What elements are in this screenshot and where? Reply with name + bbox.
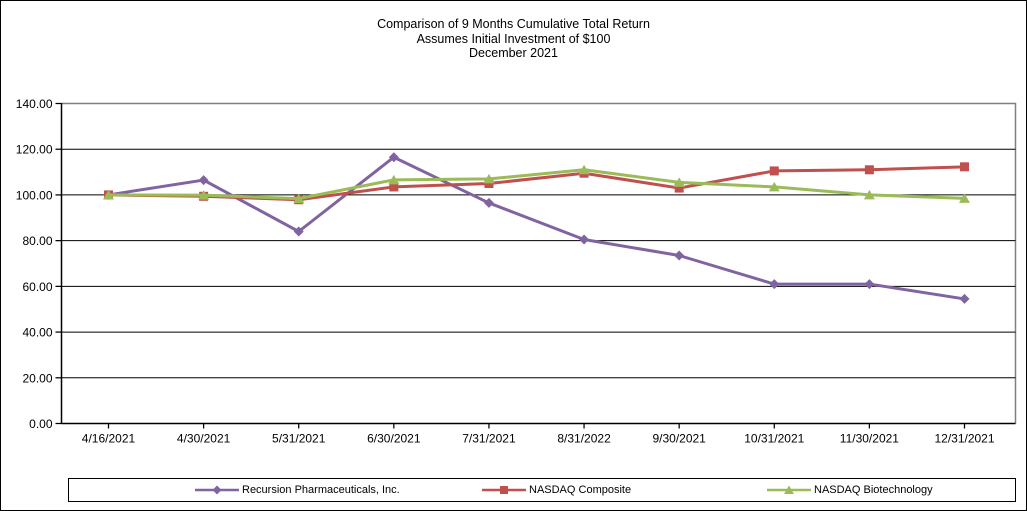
series-line-2 — [108, 168, 965, 201]
x-axis-label: 4/30/2021 — [177, 432, 231, 446]
legend-label-nasdaq-biotechnology: NASDAQ Biotechnology — [814, 484, 933, 496]
y-axis-label: 20.00 — [22, 371, 52, 385]
x-axis-label: 12/31/2021 — [934, 432, 994, 446]
series-2-marker-triangle — [388, 174, 400, 185]
series-2-marker-triangle — [959, 193, 970, 203]
y-axis-label: 60.00 — [22, 280, 52, 294]
chart-title-line-1: Comparison of 9 Months Cumulative Total … — [377, 17, 650, 31]
series-1-marker-square — [864, 165, 874, 175]
series-0-marker-diamond — [959, 293, 970, 304]
series-0-marker-diamond — [769, 279, 780, 290]
series-2-marker-triangle — [483, 173, 495, 184]
series-0-marker-diamond — [293, 226, 304, 237]
legend-box: Recursion Pharmaceuticals, Inc. NASDAQ C… — [68, 478, 1016, 502]
chart-title-line-3: December 2021 — [469, 46, 558, 60]
series-0-marker-diamond — [864, 279, 875, 290]
x-axis-label: 8/31/2022 — [557, 432, 611, 446]
series-2-marker-triangle — [863, 189, 875, 200]
y-axis-label: 40.00 — [22, 326, 52, 340]
y-axis-label: 100.00 — [16, 188, 53, 202]
legend-square-marker-icon — [481, 484, 527, 496]
series-2-marker-triangle — [293, 193, 305, 204]
series-0-marker-diamond — [674, 250, 685, 261]
series-2-marker-triangle — [103, 189, 114, 200]
x-axis-label: 11/30/2021 — [840, 432, 899, 446]
y-axis-label: 120.00 — [16, 143, 53, 157]
series-2-marker-triangle — [673, 177, 685, 187]
y-axis-label: 0.00 — [29, 417, 53, 431]
series-2-marker-triangle — [768, 181, 780, 192]
legend-entry-nasdaq-composite: NASDAQ Composite — [481, 484, 631, 496]
legend-entry-recursion-pharmaceuticals: Recursion Pharmaceuticals, Inc. — [194, 484, 400, 496]
series-2-marker-triangle — [578, 164, 590, 175]
legend-triangle-marker-icon — [766, 484, 812, 496]
plot-border — [61, 102, 1017, 424]
series-0-marker-diamond — [388, 152, 399, 163]
series-0-marker-diamond — [579, 234, 590, 245]
chart-title-line-2: Assumes Initial Investment of $100 — [416, 31, 611, 46]
y-axis-label: 140.00 — [16, 97, 53, 111]
series-1-marker-square — [769, 166, 779, 176]
legend-entry-nasdaq-biotechnology: NASDAQ Biotechnology — [766, 484, 933, 496]
series-1-marker-square — [960, 162, 969, 172]
series-line-0 — [108, 155, 965, 301]
legend-label-nasdaq-composite: NASDAQ Composite — [529, 484, 632, 496]
series-0-marker-diamond — [198, 175, 209, 186]
legend-diamond-marker-icon — [194, 484, 240, 496]
series-0-marker-diamond — [483, 197, 494, 208]
series-2-marker-triangle — [198, 190, 210, 200]
x-axis-label: 10/31/2021 — [744, 432, 804, 446]
legend-label-recursion-pharmaceuticals: Recursion Pharmaceuticals, Inc. — [242, 484, 400, 496]
x-axis-label: 5/31/2021 — [272, 432, 326, 446]
chart-title: Comparison of 9 Months Cumulative Total … — [1, 17, 1026, 61]
x-axis-label: 7/31/2021 — [462, 432, 516, 446]
x-axis-label: 9/30/2021 — [652, 432, 706, 446]
y-axis-label: 80.00 — [22, 234, 52, 248]
series-1-marker-square — [389, 182, 399, 192]
x-axis-label: 4/16/2021 — [82, 432, 136, 446]
x-axis-label: 6/30/2021 — [367, 432, 421, 446]
